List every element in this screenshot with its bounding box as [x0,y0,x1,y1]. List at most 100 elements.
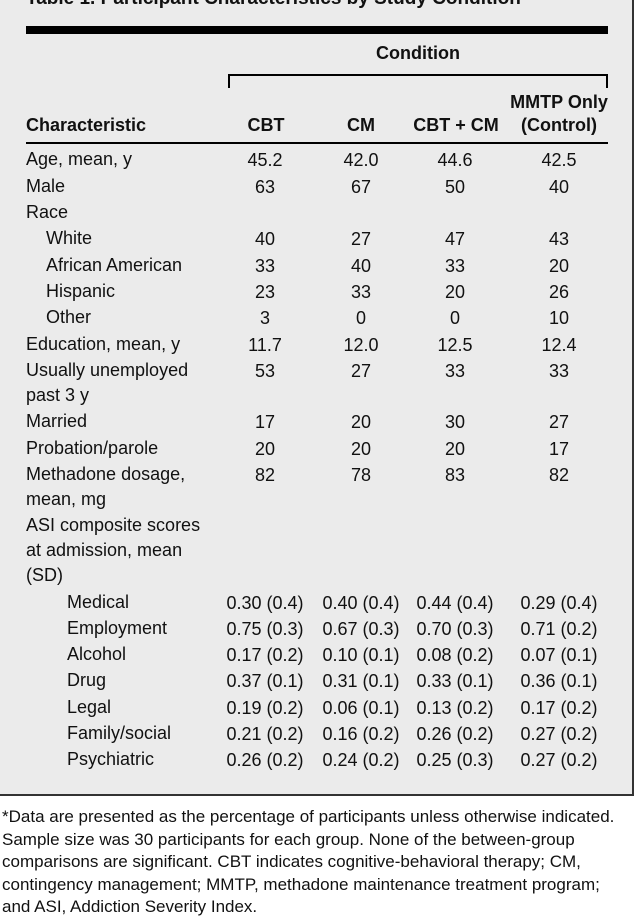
table-cell: 0.16 (0.2) [322,724,400,744]
table-cell: 0.75 (0.3) [226,619,304,639]
table-cell: 43 [548,229,570,249]
table-cell: 11.7 [248,335,282,355]
table-cell: 0.10 (0.1) [322,645,400,665]
table-cell: 33 [444,361,466,381]
row-label: ASI composite scores at admission, mean … [26,515,201,585]
table-cell: 40 [350,256,372,276]
row-label: Probation/parole [26,438,159,458]
table-cell: 33 [444,256,466,276]
table-cell: 0.26 (0.2) [416,724,494,744]
row-label: Male [26,176,66,196]
footnote: *Data are presented as the percentage of… [2,807,615,916]
condition-header: Condition [376,43,460,63]
row-label: Drug [67,670,107,690]
table-cell: 20 [444,439,466,459]
column-header-cbt: CBT [247,115,285,135]
row-label: Usually unemployed past 3 y [26,360,189,405]
table-cell: 12.4 [541,335,577,355]
table-cell: 0.30 (0.4) [226,593,304,613]
table-cell: 23 [254,282,276,302]
row-label: Hispanic [46,281,116,301]
table-cell: 0.70 (0.3) [416,619,494,639]
column-header-mmtp-only: MMTP Only (Control) [510,92,608,135]
table-cell: 20 [350,412,372,432]
table-cell: 45.2 [247,150,283,170]
header-rule [26,142,608,144]
table-cell: 42.0 [343,150,379,170]
row-label: Alcohol [67,644,127,664]
table-cell: 0.17 (0.2) [520,698,598,718]
table-cell: 0.17 (0.2) [226,645,304,665]
row-label: Race [26,202,69,222]
table-cell: 63 [254,177,276,197]
row-label: Family/social [67,723,172,743]
table-cell: 10 [548,308,570,328]
table-cell: 0.19 (0.2) [226,698,304,718]
table-cell: 53 [254,361,276,381]
table-cell: 0 [449,308,460,328]
table-cell: 0.06 (0.1) [322,698,400,718]
table-cell: 40 [254,229,276,249]
table-cell: 27 [350,361,372,381]
table-cell: 0.24 (0.2) [322,750,400,770]
table-cell: 0.36 (0.1) [520,671,598,691]
table-cell: 33 [350,282,372,302]
table-cell: 20 [350,439,372,459]
row-label: Age, mean, y [26,149,133,169]
table-cell: 26 [548,282,570,302]
table-cell: 82 [254,465,276,485]
column-header-cm: CM [347,115,375,135]
table-cell: 0.37 (0.1) [226,671,304,691]
table-panel: Table 1. Participant Characteristics by … [0,0,634,796]
table-cell: 0.40 (0.4) [322,593,400,613]
table-cell: 0.31 (0.1) [322,671,400,691]
table-cell: 33 [254,256,276,276]
table-cell: 12.5 [437,335,473,355]
table-cell: 33 [548,361,570,381]
table-cell: 0.29 (0.4) [520,593,598,613]
table-cell: 0.07 (0.1) [520,645,598,665]
row-label: Psychiatric [67,749,155,769]
table-title: Table 1. Participant Characteristics by … [26,0,521,10]
table-cell: 0 [355,308,366,328]
table-cell: 0.13 (0.2) [416,698,494,718]
table-cell: 0.44 (0.4) [416,593,494,613]
top-rule [26,26,608,34]
table-cell: 17 [548,439,570,459]
condition-bracket [228,74,608,88]
row-label: African American [46,255,183,275]
table-cell: 27 [548,412,570,432]
row-label: Married [26,411,88,431]
table-cell: 20 [444,282,466,302]
table-cell: 30 [444,412,466,432]
row-label: Methadone dosage, mean, mg [26,464,186,509]
column-header-cbt-cm: CBT + CM [413,115,499,135]
table-cell: 40 [548,177,570,197]
table-cell: 0.25 (0.3) [416,750,494,770]
table-cell: 0.26 (0.2) [226,750,304,770]
row-label: Education, mean, y [26,334,181,354]
row-label: Medical [67,592,130,612]
table-cell: 0.71 (0.2) [520,619,598,639]
table-cell: 0.21 (0.2) [226,724,304,744]
table-cell: 0.67 (0.3) [322,619,400,639]
table-cell: 44.6 [437,150,473,170]
table-cell: 82 [548,465,570,485]
table-cell: 20 [548,256,570,276]
table-cell: 20 [254,439,276,459]
table-cell: 3 [259,308,270,328]
row-label: Employment [67,618,168,638]
table-cell: 0.33 (0.1) [416,671,494,691]
table-cell: 83 [444,465,466,485]
table-cell: 0.27 (0.2) [520,724,598,744]
table-cell: 17 [254,412,276,432]
table-cell: 78 [350,465,372,485]
table-cell: 12.0 [343,335,379,355]
column-header-characteristic: Characteristic [26,115,147,135]
table-cell: 67 [350,177,372,197]
table-cell: 47 [444,229,466,249]
row-label: White [46,228,93,248]
table-cell: 50 [444,177,466,197]
row-label: Other [46,307,92,327]
table-cell: 42.5 [541,150,577,170]
